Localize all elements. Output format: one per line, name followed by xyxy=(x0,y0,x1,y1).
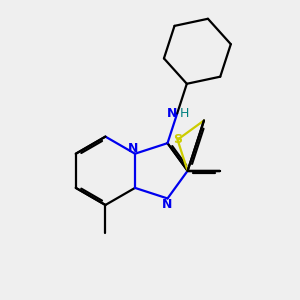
Text: N: N xyxy=(167,107,177,120)
Text: H: H xyxy=(180,107,189,120)
Text: N: N xyxy=(162,199,173,212)
Text: S: S xyxy=(173,133,182,146)
Text: N: N xyxy=(128,142,138,155)
